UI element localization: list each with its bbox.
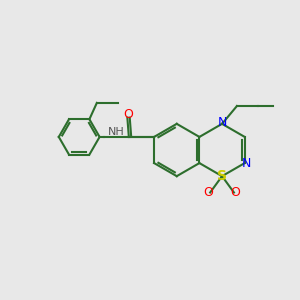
Text: S: S (217, 169, 227, 183)
Text: NH: NH (108, 127, 124, 136)
Text: N: N (218, 116, 227, 130)
Text: O: O (204, 186, 214, 199)
Text: O: O (123, 108, 133, 121)
Text: O: O (230, 186, 240, 199)
Text: N: N (242, 157, 251, 169)
